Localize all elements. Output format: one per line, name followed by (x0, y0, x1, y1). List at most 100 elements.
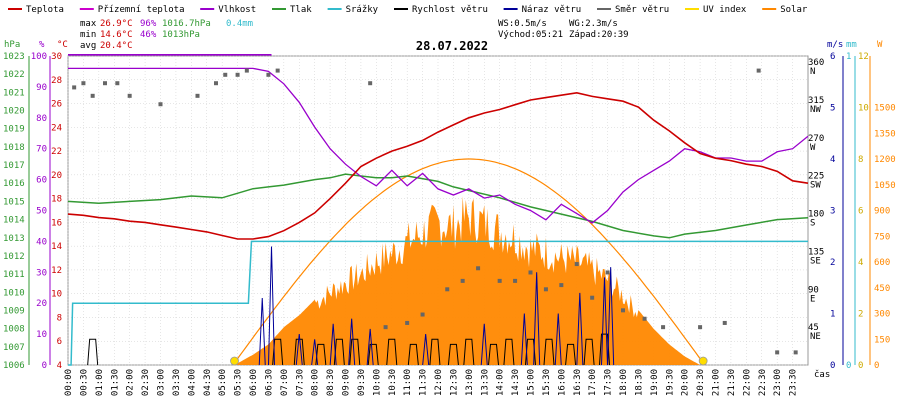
unit-solar: W (877, 40, 883, 50)
tick-humidity: 60 (36, 176, 47, 186)
x-tick-label: 22:00 (742, 369, 752, 396)
wind-dir-point (115, 81, 120, 86)
tick-dir-cardinal: E (810, 294, 815, 304)
tick-dir: 360 (808, 58, 824, 68)
wind-dir-point (698, 325, 703, 330)
stat-avg-temp: 20.4°C (100, 41, 133, 51)
tick-temp: 16 (51, 218, 62, 228)
wind-gust-mark (533, 272, 541, 366)
x-tick-label: 02:00 (126, 369, 136, 396)
wind-speed-mark (447, 343, 459, 366)
tick-temp: 12 (51, 266, 62, 276)
wind-gust-mark (311, 339, 319, 366)
tick-humidity: 80 (36, 114, 47, 124)
wind-speed-mark (488, 343, 499, 366)
tick-solar: 450 (874, 284, 890, 294)
tick-wind: 1 (830, 310, 835, 320)
tick-pressure: 1006 (3, 361, 25, 371)
x-tick-label: 18:30 (634, 369, 644, 396)
tick-temp: 28 (51, 76, 62, 86)
x-tick-label: 06:30 (264, 369, 274, 396)
tick-dir: 135 (808, 247, 824, 257)
unit-pressure: hPa (4, 40, 20, 50)
tick-dir: 45 (808, 323, 819, 333)
tick-solar: 750 (874, 232, 890, 242)
x-tick-label: 07:00 (280, 369, 290, 396)
x-tick-label: 19:00 (650, 369, 660, 396)
tick-temp: 30 (51, 52, 62, 62)
tick-dir-cardinal: SE (810, 256, 821, 266)
markers (72, 68, 798, 366)
wind-speed-mark (87, 338, 99, 366)
legend-label: Přízemní teplota (98, 5, 185, 15)
wind-dir-point (368, 81, 373, 86)
tick-solar: 300 (874, 310, 890, 320)
wind-dir-point (90, 93, 95, 98)
x-tick-label: 21:00 (712, 369, 722, 396)
sunrise-time: Východ:05:21 (498, 30, 563, 40)
x-tick-label: 19:30 (665, 369, 675, 396)
uv-marker (230, 356, 239, 366)
tick-pressure: 1011 (3, 270, 25, 280)
x-tick-label: 07:30 (295, 369, 305, 396)
wind-speed-mark (272, 338, 284, 366)
x-tick-label: 14:00 (496, 369, 506, 396)
tick-temp: 14 (51, 242, 62, 252)
stat-max-hum: 96% (140, 19, 157, 29)
x-tick-label: 06:00 (249, 369, 259, 396)
legend-label: UV index (703, 5, 747, 15)
tick-humidity: 10 (36, 330, 47, 340)
x-tick-label: 04:00 (187, 369, 197, 396)
tick-dir: 180 (808, 210, 824, 220)
tick-pressure: 1020 (3, 107, 25, 117)
tick-wind: 6 (830, 52, 835, 62)
tick-temp: 24 (51, 123, 62, 133)
tick-uv: 2 (858, 310, 863, 320)
stat-max-label: max (80, 19, 97, 29)
stat-min-label: min (80, 30, 96, 40)
axis-units: hPa % °C m/s mm W čas (4, 40, 883, 380)
wind-gust-mark (258, 298, 266, 366)
legend-label: Teplota (26, 5, 64, 15)
wind-speed-mark (503, 338, 515, 366)
sunset-time: Západ:20:39 (569, 30, 629, 40)
tick-temp: 6 (57, 337, 62, 347)
tick-humidity: 70 (36, 145, 47, 155)
tick-wind: 2 (830, 258, 835, 268)
wind-dir-point (775, 350, 780, 355)
tick-temp: 20 (51, 171, 62, 181)
wind-gust-mark (607, 267, 615, 366)
wind-dir-point (127, 93, 132, 98)
tick-dir-cardinal: SW (810, 181, 821, 191)
tick-humidity: 40 (36, 237, 47, 247)
wind-gust-mark (422, 334, 430, 366)
tick-dir-cardinal: NW (810, 105, 821, 115)
x-tick-label: 01:30 (110, 369, 120, 396)
x-tick-label: 08:00 (311, 369, 321, 396)
unit-rain: mm (846, 40, 857, 50)
wind-dir-point (405, 320, 410, 325)
tick-dir: 90 (808, 285, 819, 295)
x-tick-label: 12:30 (449, 369, 459, 396)
stat-avg-label: avg (80, 41, 96, 51)
series-lines (67, 53, 809, 366)
tick-wind: 0 (830, 361, 835, 371)
wind-dir-point (722, 320, 727, 325)
tick-humidity: 30 (36, 268, 47, 278)
tick-pressure: 1017 (3, 161, 25, 171)
x-tick-label: 20:00 (681, 369, 691, 396)
tick-dir: 315 (808, 96, 824, 106)
x-tick-label: 10:00 (372, 369, 382, 396)
stat-max-rain: 0.4mm (226, 19, 253, 29)
wind-dir-point (72, 85, 77, 90)
legend-label: Náraz větru (522, 5, 582, 15)
tick-wind: 3 (830, 207, 835, 217)
tick-pressure: 1008 (3, 325, 25, 335)
tick-humidity: 100 (31, 52, 47, 62)
x-tick-label: 03:00 (157, 369, 167, 396)
x-tick-label: 18:00 (619, 369, 629, 396)
tick-pressure: 1010 (3, 288, 25, 298)
rain-line (68, 240, 808, 366)
stat-min-hum: 46% (140, 30, 157, 40)
